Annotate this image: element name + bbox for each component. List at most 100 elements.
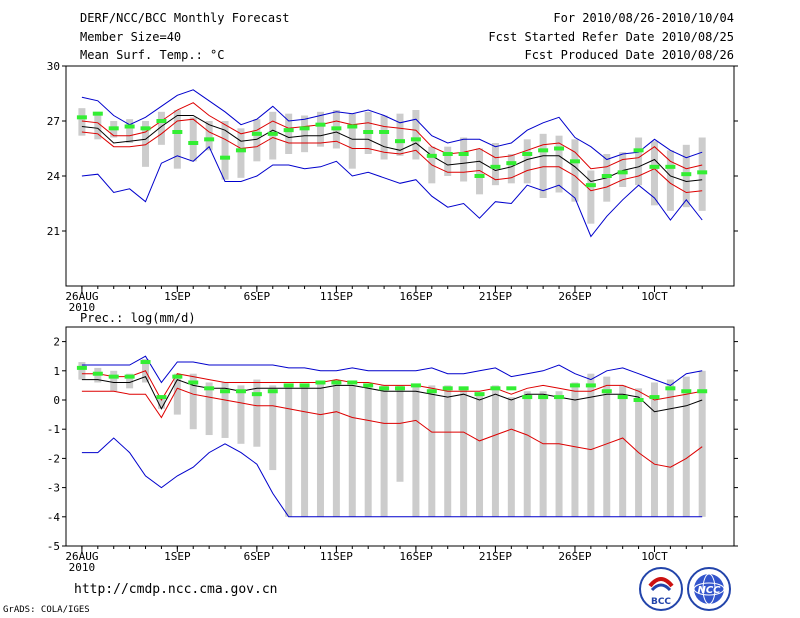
median-mark-1-35	[633, 398, 644, 402]
median-mark-0-0	[76, 115, 87, 120]
box-0-21	[412, 110, 420, 160]
median-mark-0-9	[220, 155, 231, 160]
median-mark-1-39	[697, 389, 708, 394]
median-mark-1-34	[617, 395, 628, 400]
member-size: Member Size=40	[80, 30, 182, 44]
median-mark-1-15	[315, 380, 326, 385]
box-0-26	[491, 143, 499, 186]
box-1-24	[460, 388, 468, 517]
source-url[interactable]: http://cmdp.ncc.cma.gov.cn	[74, 582, 278, 597]
median-mark-1-1	[92, 371, 103, 376]
median-mark-1-3	[124, 374, 135, 379]
median-mark-0-19	[379, 130, 390, 134]
box-1-36	[650, 382, 658, 517]
box-0-7	[189, 117, 197, 162]
box-1-30	[555, 391, 563, 517]
series-lower-line-0	[81, 118, 703, 194]
x-tick-label-0-36: 1OCT	[641, 290, 668, 303]
median-mark-1-7	[188, 380, 199, 385]
box-0-6	[173, 110, 181, 169]
median-mark-0-21	[410, 137, 421, 142]
series-upper-line-0	[81, 102, 703, 170]
median-mark-1-32	[585, 383, 596, 388]
box-0-5	[157, 111, 165, 145]
x-tick-label-1-26: 21SEP	[479, 550, 512, 563]
median-mark-0-1	[92, 111, 103, 116]
series-min-line-0	[81, 145, 703, 238]
box-0-20	[396, 113, 404, 156]
box-1-37	[666, 379, 674, 517]
box-1-21	[412, 385, 420, 517]
series-lower-line-1	[81, 387, 703, 468]
box-1-39	[698, 370, 706, 517]
box-0-10	[237, 128, 245, 178]
median-mark-0-26	[490, 164, 501, 169]
box-1-22	[428, 385, 436, 517]
median-mark-0-39	[697, 170, 708, 175]
box-0-24	[460, 137, 468, 182]
x-tick-label-0-21: 16SEP	[399, 290, 432, 303]
median-mark-1-2	[108, 374, 119, 379]
box-0-1	[94, 111, 102, 140]
median-mark-1-31	[569, 383, 580, 388]
median-mark-0-31	[569, 159, 580, 164]
box-0-32	[587, 170, 595, 224]
median-mark-0-27	[506, 161, 517, 166]
box-1-13	[285, 385, 293, 517]
box-1-12	[269, 385, 277, 471]
x-tick-label-0-26: 21SEP	[479, 290, 512, 303]
median-mark-0-11	[251, 131, 262, 136]
grads-credit: GrADS: COLA/IGES	[3, 605, 90, 615]
median-mark-0-10	[235, 148, 246, 153]
box-1-38	[682, 376, 690, 517]
plot-frame-0	[65, 65, 735, 287]
box-1-27	[507, 397, 515, 517]
median-mark-1-6	[172, 374, 183, 379]
box-0-31	[571, 139, 579, 202]
median-mark-1-12	[267, 389, 278, 394]
box-0-25	[476, 148, 484, 195]
median-mark-0-12	[267, 131, 278, 136]
median-mark-0-8	[204, 137, 215, 142]
box-0-14	[301, 115, 309, 153]
median-mark-1-18	[363, 383, 374, 388]
median-mark-1-14	[299, 383, 310, 388]
median-mark-1-30	[554, 395, 565, 400]
median-mark-0-33	[601, 174, 612, 178]
median-mark-1-0	[76, 365, 87, 370]
median-mark-0-28	[522, 152, 533, 156]
median-mark-1-9	[220, 389, 231, 394]
median-mark-1-21	[410, 383, 421, 388]
box-1-16	[332, 382, 340, 517]
x-tick-label-1-21: 16SEP	[399, 550, 432, 563]
median-mark-0-38	[681, 172, 692, 177]
x-tick-label-1-16: 11SEP	[320, 550, 353, 563]
x-tick-label-0-0: 26AUG	[65, 290, 98, 303]
y-tick-label-1--2: -2	[47, 452, 60, 465]
x-tick-label-0-31: 26SEP	[558, 290, 591, 303]
median-mark-1-26	[490, 386, 501, 391]
x-tick-label-1-0: 26AUG	[65, 550, 98, 563]
box-0-19	[380, 115, 388, 160]
y-tick-label-1-2: 2	[53, 336, 60, 349]
box-0-15	[316, 111, 324, 147]
median-mark-0-16	[331, 126, 342, 131]
chart-title: DERF/NCC/BCC Monthly Forecast	[80, 11, 290, 25]
median-mark-0-15	[315, 122, 326, 127]
y-tick-label-0-24: 24	[47, 170, 61, 183]
box-0-29	[539, 133, 547, 198]
bcc-logo-text: BCC	[651, 597, 671, 607]
x-tick-label-1-6: 1SEP	[164, 550, 191, 563]
box-1-25	[476, 394, 484, 517]
box-0-11	[253, 119, 261, 162]
box-1-9	[221, 382, 229, 438]
box-1-15	[316, 382, 324, 517]
box-1-7	[189, 373, 197, 430]
refer-date: Fcst Started Refer Date 2010/08/25	[488, 30, 734, 44]
box-1-29	[539, 391, 547, 517]
box-0-0	[78, 108, 86, 136]
median-mark-1-19	[379, 386, 390, 391]
x-tick-label-0-6: 1SEP	[164, 290, 191, 303]
median-mark-1-28	[522, 395, 533, 400]
